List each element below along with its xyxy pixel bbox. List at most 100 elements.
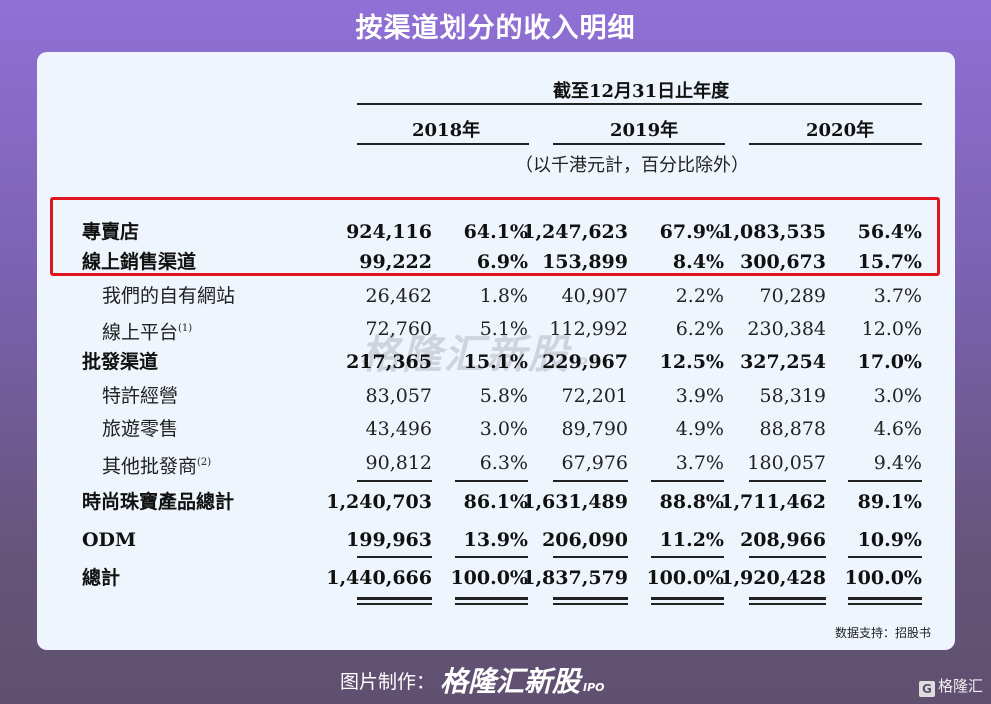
percent-cell: 3.9% xyxy=(675,385,724,407)
amount-cell: 26,462 xyxy=(365,285,432,307)
underline xyxy=(848,603,922,605)
percent-cell: 13.9% xyxy=(463,529,528,551)
row-label-text: 專賣店 xyxy=(82,221,140,243)
amount-cell: 208,966 xyxy=(740,529,826,551)
year-rule xyxy=(357,143,529,145)
percent-cell: 15.7% xyxy=(857,251,922,273)
row-label-text: 總計 xyxy=(82,567,121,589)
amount-cell: 89,790 xyxy=(561,418,628,440)
underline xyxy=(749,603,826,605)
amount-cell: 1,837,579 xyxy=(522,567,628,589)
underline xyxy=(749,480,826,482)
percent-cell: 12.5% xyxy=(659,351,724,373)
underline xyxy=(651,556,724,558)
row-label: 總計 xyxy=(82,566,120,590)
underline xyxy=(848,556,922,558)
row-label: 特許經營 xyxy=(102,384,178,408)
row-label: 其他批發商(2) xyxy=(102,451,211,478)
unit-note: （以千港元計，百分比除外） xyxy=(515,155,749,176)
percent-cell: 17.0% xyxy=(857,351,922,373)
amount-cell: 206,090 xyxy=(542,529,628,551)
percent-cell: 100.0% xyxy=(450,567,528,589)
underline xyxy=(357,603,432,605)
year-rule xyxy=(553,143,725,145)
amount-cell: 99,222 xyxy=(359,251,432,273)
watermark: 格隆汇新股IPO xyxy=(360,332,604,378)
year-2019: 2019年 xyxy=(610,120,679,141)
amount-cell: 67,976 xyxy=(561,452,628,474)
row-label: 專賣店 xyxy=(82,220,139,244)
underline xyxy=(455,480,528,482)
row-label: ODM xyxy=(82,528,136,552)
footer-label: 图片制作： xyxy=(340,671,436,693)
underline xyxy=(553,556,628,558)
footnote-marker: (2) xyxy=(197,457,212,468)
percent-cell: 1.8% xyxy=(479,285,528,307)
amount-cell: 180,057 xyxy=(747,452,826,474)
amount-cell: 229,967 xyxy=(542,351,628,373)
row-label: 時尚珠寶產品總計 xyxy=(82,490,234,514)
table-panel xyxy=(37,52,955,650)
row-label-text: ODM xyxy=(82,529,137,551)
percent-cell: 3.7% xyxy=(675,452,724,474)
amount-cell: 1,711,462 xyxy=(720,491,826,513)
year-2020: 2020年 xyxy=(806,120,875,141)
page-title: 按渠道划分的收入明细 xyxy=(355,13,636,44)
percent-cell: 6.9% xyxy=(476,251,528,273)
percent-cell: 5.8% xyxy=(479,385,528,407)
percent-cell: 3.0% xyxy=(479,418,528,440)
amount-cell: 72,201 xyxy=(561,385,628,407)
highlight-box xyxy=(50,197,940,276)
amount-cell: 1,240,703 xyxy=(326,491,432,513)
underline xyxy=(455,603,528,605)
percent-cell: 6.3% xyxy=(479,452,528,474)
amount-cell: 43,496 xyxy=(365,418,432,440)
row-label: 批發渠道 xyxy=(82,350,158,374)
percent-cell: 12.0% xyxy=(861,318,922,340)
percent-cell: 5.1% xyxy=(479,318,528,340)
percent-cell: 6.2% xyxy=(675,318,724,340)
amount-cell: 112,992 xyxy=(549,318,628,340)
underline xyxy=(357,556,432,558)
year-2018: 2018年 xyxy=(412,120,481,141)
row-label: 線上平台(1) xyxy=(102,317,192,344)
percent-cell: 67.9% xyxy=(659,221,724,243)
footnote-marker: (1) xyxy=(178,323,193,334)
underline xyxy=(553,603,628,605)
amount-cell: 1,083,535 xyxy=(720,221,826,243)
amount-cell: 40,907 xyxy=(561,285,628,307)
year-rule xyxy=(749,143,922,145)
percent-cell: 88.8% xyxy=(659,491,724,513)
percent-cell: 4.9% xyxy=(675,418,724,440)
underline xyxy=(651,603,724,605)
percent-cell: 9.4% xyxy=(873,452,922,474)
header-rule xyxy=(357,103,922,105)
percent-cell: 3.0% xyxy=(873,385,922,407)
underline xyxy=(455,556,528,558)
amount-cell: 924,116 xyxy=(346,221,432,243)
percent-cell: 15.1% xyxy=(463,351,528,373)
amount-cell: 199,963 xyxy=(346,529,432,551)
percent-cell: 4.6% xyxy=(873,418,922,440)
amount-cell: 90,812 xyxy=(365,452,432,474)
underline xyxy=(848,480,922,482)
amount-cell: 300,673 xyxy=(740,251,826,273)
row-label-text: 時尚珠寶產品總計 xyxy=(82,491,235,513)
percent-cell: 8.4% xyxy=(672,251,724,273)
underline xyxy=(651,480,724,482)
amount-cell: 1,247,623 xyxy=(522,221,628,243)
amount-cell: 83,057 xyxy=(365,385,432,407)
amount-cell: 58,319 xyxy=(759,385,826,407)
amount-cell: 1,631,489 xyxy=(522,491,628,513)
row-label: 旅遊零售 xyxy=(102,417,178,441)
percent-cell: 11.2% xyxy=(659,529,724,551)
amount-cell: 72,760 xyxy=(365,318,432,340)
amount-cell: 217,365 xyxy=(346,351,432,373)
percent-cell: 100.0% xyxy=(844,567,922,589)
underline xyxy=(357,597,432,600)
amount-cell: 327,254 xyxy=(740,351,826,373)
underline xyxy=(749,556,826,558)
underline xyxy=(848,597,922,600)
underline xyxy=(553,597,628,600)
underline xyxy=(455,597,528,600)
